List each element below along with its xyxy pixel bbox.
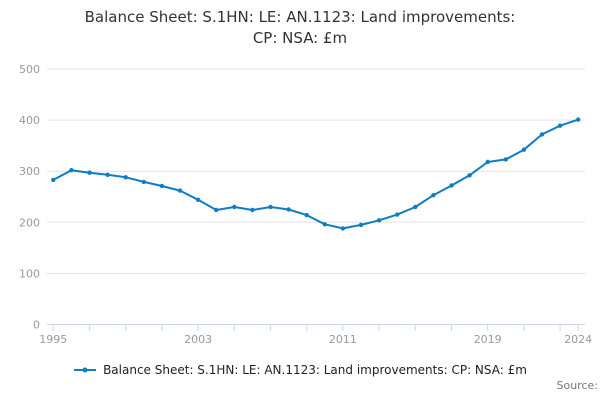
y-tick-label: 100 [19,267,40,280]
data-point-marker[interactable] [232,204,237,210]
y-tick-label: 0 [33,319,40,332]
data-point-marker[interactable] [69,168,74,173]
data-point-marker[interactable] [159,183,165,189]
x-tick-label: 2019 [474,333,502,346]
data-point-marker[interactable] [539,132,545,137]
data-point-marker[interactable] [304,212,309,218]
data-point-marker[interactable] [576,117,581,122]
data-point-marker[interactable] [51,177,56,183]
data-point-marker[interactable] [413,204,418,210]
data-point-marker[interactable] [467,173,472,178]
chart-title-line1: Balance Sheet: S.1HN: LE: AN.1123: Land … [84,8,516,26]
x-tick-label: 2011 [329,333,357,346]
data-point-marker[interactable] [141,179,146,185]
legend-series-marker-icon [74,367,97,373]
data-point-marker[interactable] [286,207,291,212]
x-tick-label: 1995 [39,333,67,346]
y-tick-label: 300 [19,165,40,178]
data-point-marker[interactable] [195,197,201,202]
data-point-marker[interactable] [521,147,527,152]
x-tick-label: 2024 [564,333,592,346]
legend-series-label: Balance Sheet: S.1HN: LE: AN.1123: Land … [103,363,527,377]
data-point-marker[interactable] [87,170,92,175]
data-point-marker[interactable] [449,183,454,188]
data-point-marker[interactable] [250,207,255,213]
chart-title-line2: CP: NSA: £m [252,29,348,47]
source-label: Source: [556,379,599,392]
data-point-marker[interactable] [503,157,508,162]
data-point-marker[interactable] [485,159,490,165]
y-tick-label: 500 [19,63,40,76]
data-point-marker[interactable] [431,193,436,198]
x-tick-label: 2003 [184,333,212,346]
data-point-marker[interactable] [105,172,110,177]
y-tick-label: 200 [19,216,40,229]
data-point-marker[interactable] [322,222,327,227]
data-point-marker[interactable] [358,222,364,228]
data-point-marker[interactable] [123,175,128,180]
y-tick-label: 400 [19,114,40,127]
data-point-marker[interactable] [214,207,219,213]
data-point-marker[interactable] [557,123,563,128]
chart-title: Balance Sheet: S.1HN: LE: AN.1123: Land … [0,7,600,49]
legend-item[interactable]: Balance Sheet: S.1HN: LE: AN.1123: Land … [0,363,600,377]
data-point-marker[interactable] [395,212,400,217]
data-point-marker[interactable] [376,218,382,223]
data-point-marker[interactable] [268,204,273,210]
data-point-marker[interactable] [177,188,183,193]
line-chart-plot-area: 0 100 200 300 400 500 1995 2003 2011 2019 2024 [19,63,592,346]
series-line [52,118,580,230]
data-point-marker[interactable] [340,226,346,231]
